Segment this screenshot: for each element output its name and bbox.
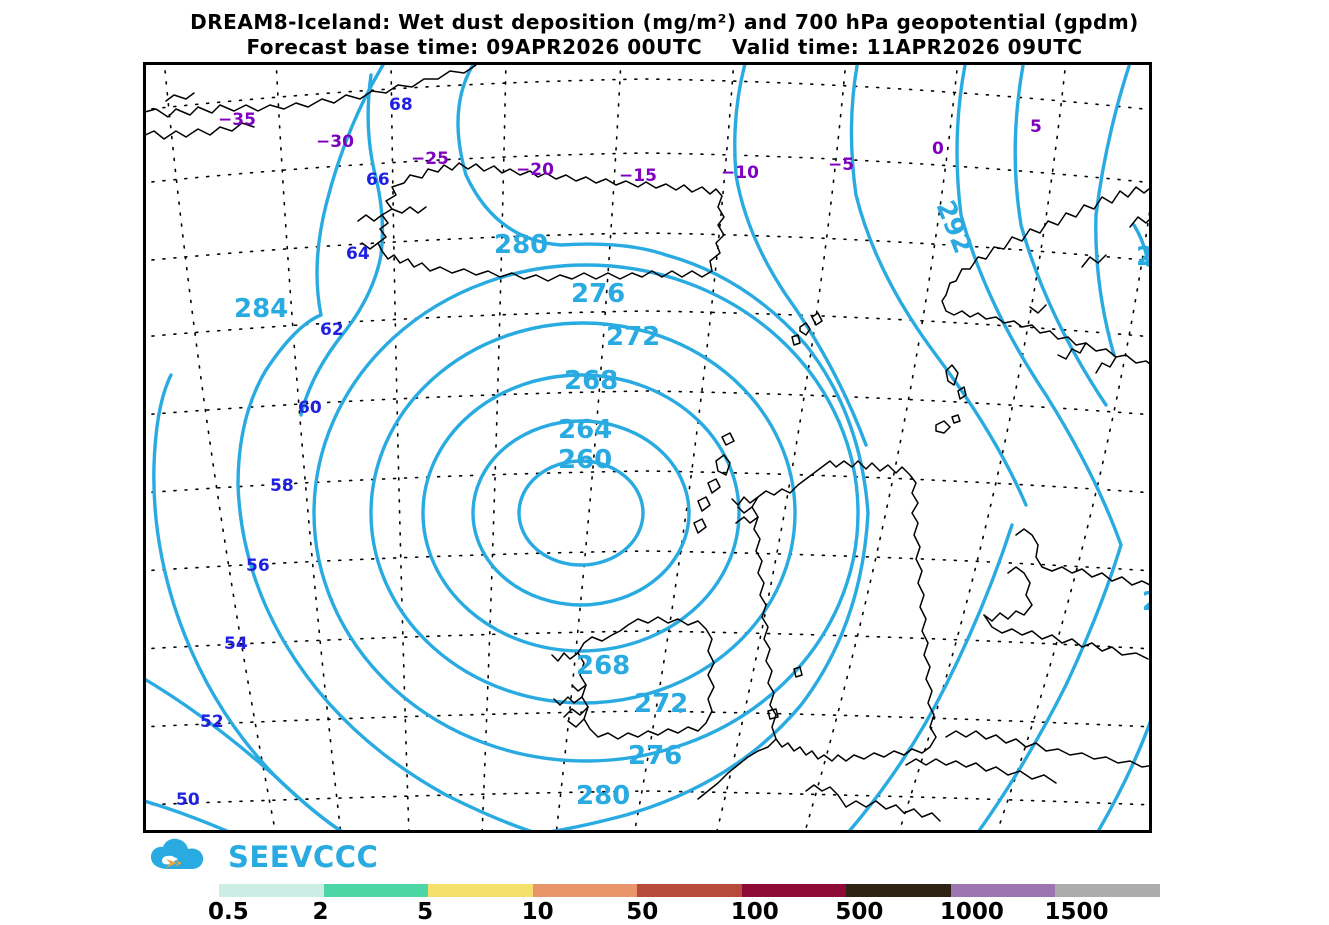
forecast-time-subtitle: Forecast base time: 09APR2026 00UTC Vali… — [246, 35, 1083, 59]
contour-label-268-north: 268 — [564, 366, 618, 396]
geopotential-contours — [146, 65, 1149, 830]
colorbar-segment — [532, 884, 638, 897]
cloud-with-arrow-icon — [148, 837, 220, 877]
page-title: DREAM8-Iceland: Wet dust deposition (mg/… — [190, 10, 1139, 34]
colorbar-tick-1000: 1000 — [939, 899, 1004, 925]
contour-label-268-south: 268 — [576, 651, 630, 681]
seevccc-logo: SEEVCCC — [148, 835, 378, 879]
colorbar-tick-100: 100 — [730, 899, 779, 925]
lat-label-50: 50 — [176, 790, 200, 810]
contour-value-labels: 284 280 276 272 268 264 260 268 272 276 … — [234, 196, 1149, 811]
contour-label-292: 292 — [930, 196, 978, 258]
lon-label--10: −10 — [721, 163, 759, 183]
colorbar-tick-labels: 0.5 2 5 10 50 100 500 1000 1500 — [0, 899, 1329, 925]
contour-label-280-iceland: 280 — [494, 230, 548, 260]
map-canvas: 284 280 276 272 268 264 260 268 272 276 … — [146, 65, 1149, 830]
graticule-parallels — [146, 78, 1149, 806]
contour-label-edge-right-1: 2 — [1136, 242, 1149, 272]
contour-label-276-north: 276 — [571, 279, 625, 309]
lon-label--25: −25 — [411, 149, 449, 169]
coastlines — [146, 65, 1149, 822]
contour-label-264: 264 — [558, 415, 612, 445]
latitude-labels: 68 66 64 62 60 58 56 54 52 50 — [176, 95, 413, 810]
lat-label-60: 60 — [298, 398, 322, 418]
lon-label--30: −30 — [316, 132, 354, 152]
colorbar-tick-1500: 1500 — [1044, 899, 1109, 925]
lon-label--5: −5 — [828, 155, 854, 175]
lon-label-0: 0 — [932, 139, 944, 159]
contour-label-edge-right-2: 2 — [1142, 587, 1149, 617]
colorbar-tick-10: 10 — [521, 899, 554, 925]
contour-label-272-north: 272 — [606, 322, 660, 352]
lon-label--35: −35 — [218, 110, 256, 130]
seevccc-logo-text: SEEVCCC — [228, 839, 379, 874]
colorbar-segment — [846, 884, 951, 897]
contour-label-260: 260 — [558, 445, 612, 475]
lat-label-66: 66 — [366, 170, 390, 190]
graticule-meridians — [163, 65, 1149, 830]
lon-label--20: −20 — [516, 160, 554, 180]
colorbar-segment — [637, 884, 742, 897]
chart-title-block: DREAM8-Iceland: Wet dust deposition (mg/… — [0, 10, 1329, 60]
lon-label-5: 5 — [1030, 117, 1042, 137]
lat-label-64: 64 — [346, 244, 370, 264]
contour-label-272-south: 272 — [634, 689, 688, 719]
colorbar-tick-5: 5 — [417, 899, 434, 925]
colorbar-segment — [428, 884, 533, 897]
map-panel: 284 280 276 272 268 264 260 268 272 276 … — [143, 62, 1152, 833]
lat-label-58: 58 — [270, 476, 294, 496]
contour-label-280-south: 280 — [576, 781, 630, 811]
lat-label-54: 54 — [224, 634, 248, 654]
colorbar-segment — [219, 884, 324, 897]
lat-label-62: 62 — [320, 320, 344, 340]
colorbar: 0.5 2 5 10 50 100 500 1000 1500 — [0, 880, 1329, 925]
colorbar-segment — [1055, 884, 1160, 897]
contour-label-284: 284 — [234, 294, 288, 324]
colorbar-tick-2: 2 — [312, 899, 329, 925]
lon-label--15: −15 — [619, 166, 657, 186]
longitude-labels: −35 −30 −25 −20 −15 −10 −5 0 5 — [218, 110, 1042, 186]
colorbar-segment — [950, 884, 1056, 897]
lat-label-68: 68 — [389, 95, 413, 115]
colorbar-tick-50: 50 — [626, 899, 659, 925]
contour-label-276-south: 276 — [628, 741, 682, 771]
lat-label-52: 52 — [200, 712, 224, 732]
colorbar-tick-0-5: 0.5 — [208, 899, 249, 925]
lat-label-56: 56 — [246, 556, 270, 576]
colorbar-segment — [741, 884, 847, 897]
colorbar-segment — [323, 884, 429, 897]
colorbar-tick-500: 500 — [835, 899, 884, 925]
colorbar-strip — [219, 884, 1160, 897]
